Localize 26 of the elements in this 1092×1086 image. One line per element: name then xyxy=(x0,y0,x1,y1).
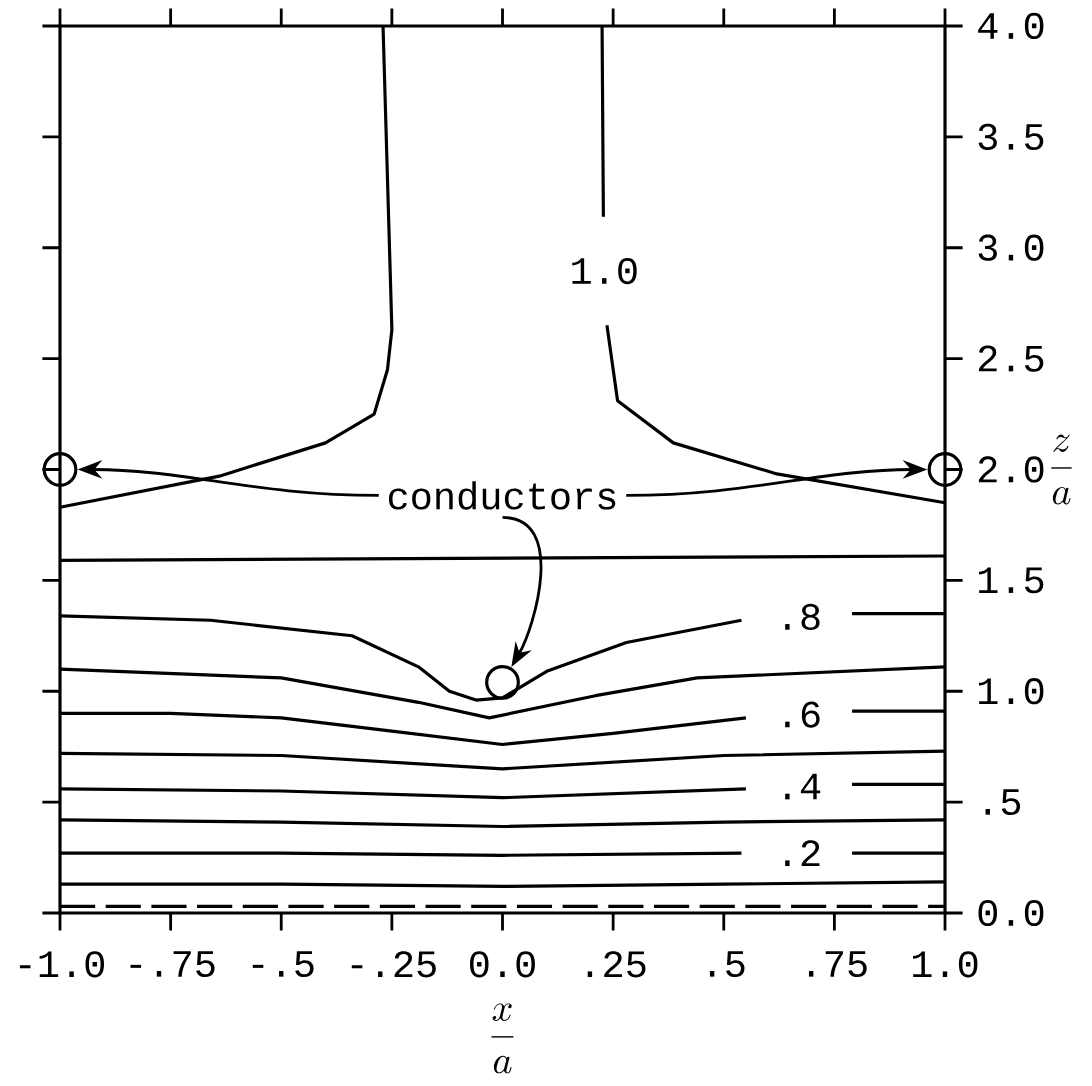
y-tick-label: 2.0 xyxy=(978,456,1044,483)
x-tick-label: -.25 xyxy=(351,951,436,978)
x-axis-title: $\frac{x}{a}$ xyxy=(491,1003,514,1074)
x-tick-label: .5 xyxy=(709,951,745,978)
series-label: .2 xyxy=(785,840,820,867)
annotation: conductors xyxy=(388,481,616,510)
x-tick-label: -1.0 xyxy=(19,951,105,978)
x-tick-label: .25 xyxy=(587,951,646,978)
y-axis-title: $\frac{z}{a}$ xyxy=(1051,434,1072,505)
series-label: .4 xyxy=(785,773,821,800)
x-tick-label: -.75 xyxy=(130,951,215,978)
x-tick-label: 1.0 xyxy=(913,951,978,978)
series-label: .8 xyxy=(785,603,820,631)
x-tick-label: 0.0 xyxy=(470,951,535,978)
y-tick-label: .5 xyxy=(985,789,1021,816)
x-tick-label: -.5 xyxy=(252,951,314,978)
y-tick-label: 0.0 xyxy=(978,899,1044,927)
y-tick-label: 1.0 xyxy=(978,678,1044,705)
series-label: .6 xyxy=(785,701,820,728)
y-tick-label: 3.0 xyxy=(978,234,1044,261)
y-tick-label: 2.5 xyxy=(978,345,1044,372)
y-tick-label: 4.0 xyxy=(978,12,1044,40)
y-tick-label: 1.5 xyxy=(978,567,1044,594)
series-label: 1.0 xyxy=(572,258,637,285)
x-tick-label: .75 xyxy=(808,951,867,978)
y-tick-label: 3.5 xyxy=(978,123,1044,151)
